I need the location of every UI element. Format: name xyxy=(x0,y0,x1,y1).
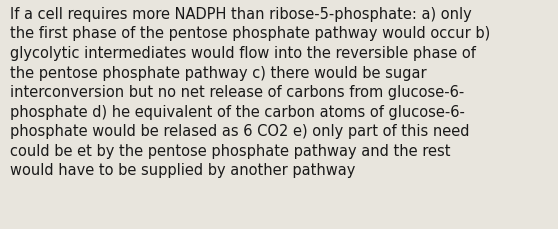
Text: If a cell requires more NADPH than ribose-5-phosphate: a) only
the first phase o: If a cell requires more NADPH than ribos… xyxy=(10,7,490,178)
